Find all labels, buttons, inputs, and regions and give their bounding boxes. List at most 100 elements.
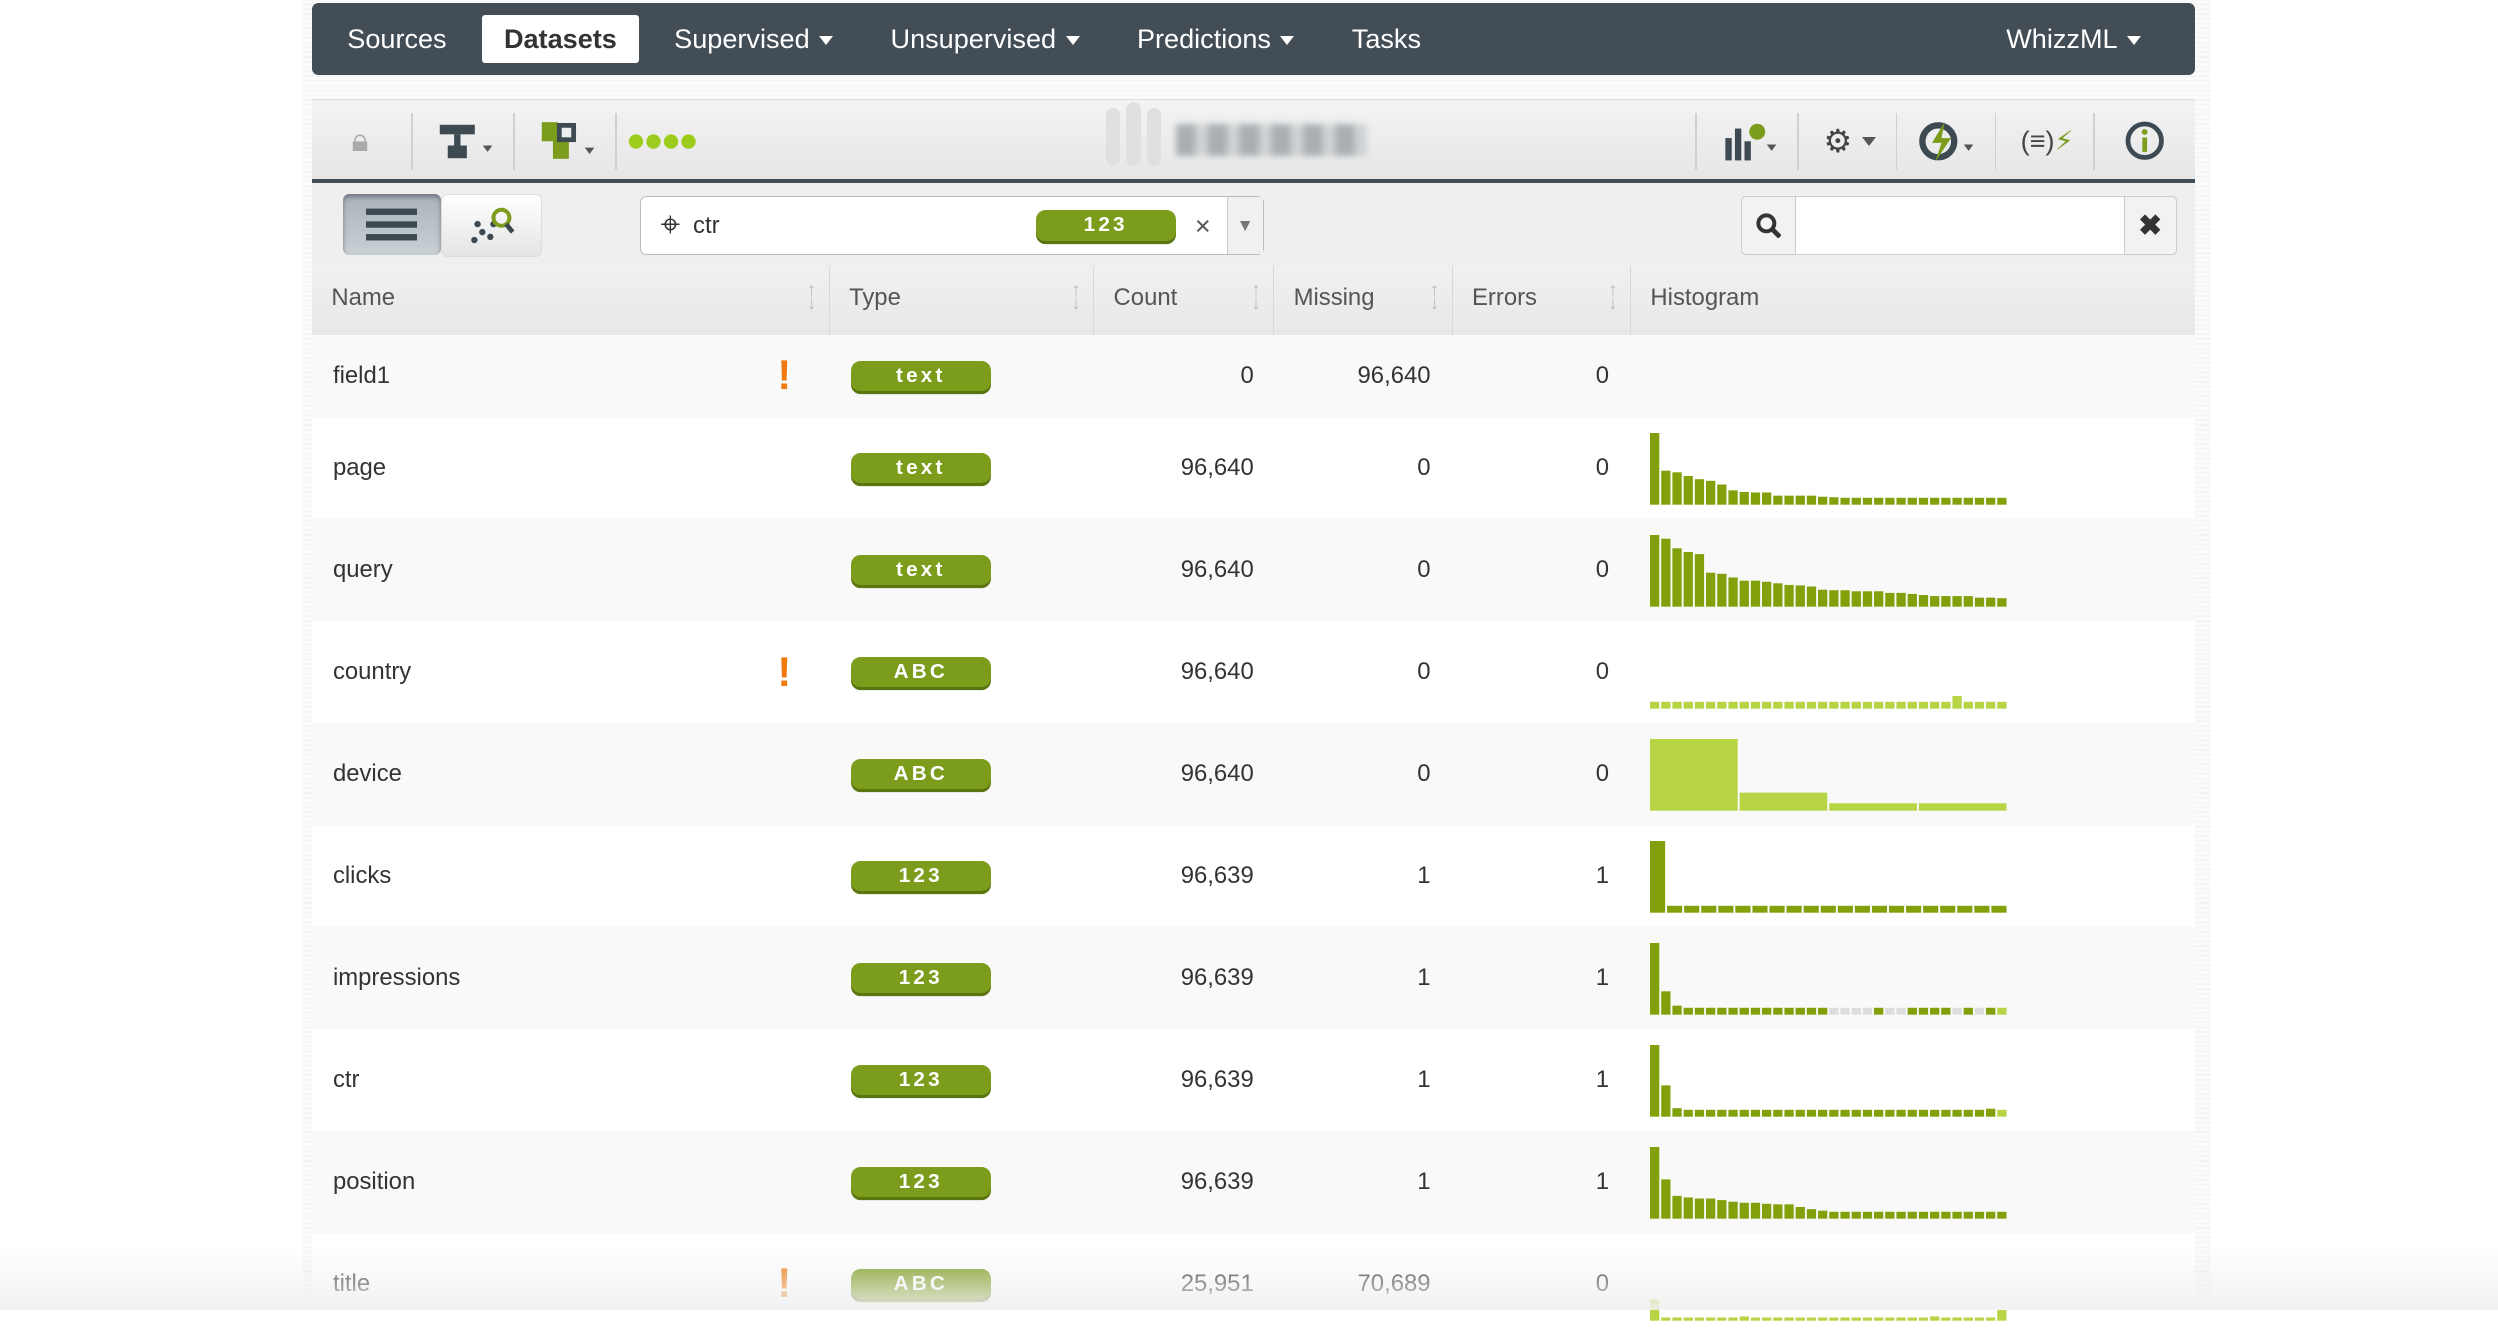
histogram-bar[interactable] [1885, 1317, 1895, 1321]
histogram-bar[interactable] [1941, 498, 1951, 505]
formula-icon[interactable]: (≡) ⚡︎ [2020, 125, 2074, 157]
histogram-bar[interactable] [1807, 1317, 1817, 1321]
column-header-errors[interactable]: Errors ↑ ↓ [1453, 266, 1632, 335]
histogram-bar[interactable] [1997, 702, 2007, 709]
histogram-bar[interactable] [1807, 702, 1817, 709]
histogram-bar[interactable] [1650, 535, 1660, 607]
histogram-bar[interactable] [1852, 1317, 1862, 1321]
nav-datasets[interactable]: Datasets [481, 15, 640, 63]
histogram-bar[interactable] [1863, 702, 1873, 709]
histogram-bar[interactable] [1706, 1198, 1716, 1219]
histogram-bar[interactable] [1672, 702, 1683, 709]
histogram-bar[interactable] [1706, 1317, 1716, 1321]
histogram-bar[interactable] [1717, 484, 1727, 505]
model-tree-icon[interactable] [430, 116, 503, 167]
histogram-bar[interactable] [1684, 702, 1694, 709]
histogram-bar[interactable] [1941, 1007, 1951, 1015]
gear-icon[interactable]: ⚙ [1813, 116, 1886, 167]
histogram-bar[interactable] [1751, 580, 1761, 607]
histogram-bar[interactable] [1930, 498, 1940, 505]
list-view-button[interactable] [342, 194, 442, 255]
histogram-bar[interactable] [1773, 1204, 1783, 1219]
histogram-bar[interactable] [1807, 1007, 1817, 1015]
nav-tasks[interactable]: Tasks [1330, 15, 1444, 63]
histogram-bar[interactable] [1986, 597, 1996, 607]
histogram-bar[interactable] [1695, 1317, 1705, 1321]
histogram-bar[interactable] [1740, 580, 1750, 607]
histogram-bar[interactable] [1650, 841, 1666, 913]
histogram-bar[interactable] [1695, 554, 1705, 607]
histogram-bar[interactable] [1650, 433, 1660, 505]
histogram-bar[interactable] [1706, 1109, 1716, 1117]
histogram-bar[interactable] [1728, 490, 1739, 505]
histogram-bar[interactable] [1840, 1211, 1851, 1219]
nav-whizzml[interactable]: WhizzML [1984, 15, 2163, 63]
histogram-bar[interactable] [1672, 472, 1683, 505]
histogram[interactable] [1650, 1029, 2008, 1131]
histogram-bar[interactable] [1740, 1316, 1750, 1321]
table-row[interactable]: ctr 123 96,639 1 1 [312, 1029, 2196, 1132]
sort-icon[interactable]: ↑ ↓ [1608, 280, 1618, 314]
histogram-bar[interactable] [1818, 497, 1828, 505]
histogram-bar[interactable] [1786, 905, 1803, 913]
histogram-bar[interactable] [1728, 577, 1739, 607]
histogram-bar[interactable] [1838, 905, 1854, 913]
histogram-bar[interactable] [1773, 495, 1783, 505]
histogram-bar[interactable] [1991, 905, 2007, 913]
histogram-bar[interactable] [1997, 598, 2007, 607]
histogram-bar[interactable] [1986, 1211, 1996, 1219]
field-name[interactable]: clicks [332, 862, 392, 890]
histogram-bar[interactable] [1773, 1109, 1783, 1117]
histogram-bar[interactable] [1796, 1317, 1806, 1321]
histogram-bar[interactable] [1975, 1211, 1985, 1219]
histogram-bar[interactable] [1908, 1007, 1918, 1015]
field-name[interactable]: country [332, 658, 412, 686]
histogram-bar[interactable] [1717, 1109, 1727, 1117]
histogram-bar[interactable] [1784, 1317, 1795, 1321]
histogram-bar[interactable] [1762, 702, 1772, 709]
histogram-bar[interactable] [1650, 943, 1660, 1015]
histogram-bar[interactable] [1751, 1109, 1761, 1117]
histogram-bar[interactable] [1807, 1209, 1817, 1219]
histogram-bar[interactable] [1986, 498, 1996, 505]
histogram-bar[interactable] [1840, 1007, 1851, 1015]
histogram-bar[interactable] [1717, 574, 1727, 607]
table-row[interactable]: page text 96,640 0 0 [312, 417, 2196, 520]
histogram-bar[interactable] [1975, 498, 1985, 505]
histogram-bar[interactable] [1952, 1007, 1963, 1015]
histogram-bar[interactable] [1751, 702, 1761, 709]
histogram-bar[interactable] [1896, 1211, 1907, 1219]
histogram-bar[interactable] [1818, 702, 1828, 709]
chart-config-icon[interactable] [1714, 116, 1787, 167]
histogram-bar[interactable] [1751, 492, 1761, 505]
histogram-bar[interactable] [1784, 1007, 1795, 1015]
field-name[interactable]: query [332, 556, 393, 584]
histogram-bar[interactable] [1952, 498, 1963, 505]
histogram-bar[interactable] [1908, 1109, 1918, 1117]
column-header-missing[interactable]: Missing ↑ ↓ [1274, 266, 1453, 335]
histogram-bar[interactable] [1784, 585, 1795, 607]
histogram-bar[interactable] [1829, 803, 1918, 811]
histogram-bar[interactable] [1885, 498, 1895, 505]
histogram-bar[interactable] [1896, 702, 1907, 709]
histogram-bar[interactable] [1829, 590, 1839, 607]
histogram-bar[interactable] [1829, 497, 1839, 505]
histogram-bar[interactable] [1952, 1317, 1963, 1321]
histogram-bar[interactable] [1752, 905, 1769, 913]
histogram-bar[interactable] [1964, 1007, 1974, 1015]
histogram-bar[interactable] [1695, 1109, 1705, 1117]
histogram-bar[interactable] [1975, 1007, 1985, 1015]
histogram-bar[interactable] [1796, 702, 1806, 709]
histogram-bar[interactable] [1804, 905, 1820, 913]
histogram-bar[interactable] [1874, 591, 1884, 607]
histogram-bar[interactable] [1852, 1109, 1862, 1117]
histogram-bar[interactable] [1940, 905, 1956, 913]
histogram-bar[interactable] [1684, 905, 1700, 913]
histogram-bar[interactable] [1706, 1007, 1716, 1015]
histogram-bar[interactable] [1684, 476, 1694, 505]
histogram-bar[interactable] [1975, 597, 1985, 607]
clear-search-button[interactable]: ✖ [2138, 210, 2163, 243]
histogram-bar[interactable] [1661, 1317, 1671, 1321]
histogram-bar[interactable] [1908, 498, 1918, 505]
column-header-count[interactable]: Count ↑ ↓ [1094, 266, 1275, 335]
